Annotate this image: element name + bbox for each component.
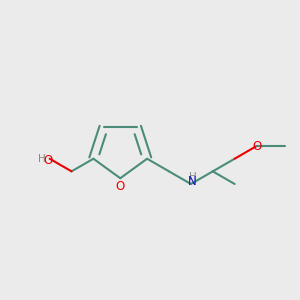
Text: O: O	[116, 180, 125, 193]
Text: O: O	[44, 154, 53, 167]
Text: H: H	[38, 154, 46, 164]
Text: H: H	[188, 172, 196, 182]
Text: O: O	[252, 140, 261, 153]
Text: N: N	[188, 175, 197, 188]
